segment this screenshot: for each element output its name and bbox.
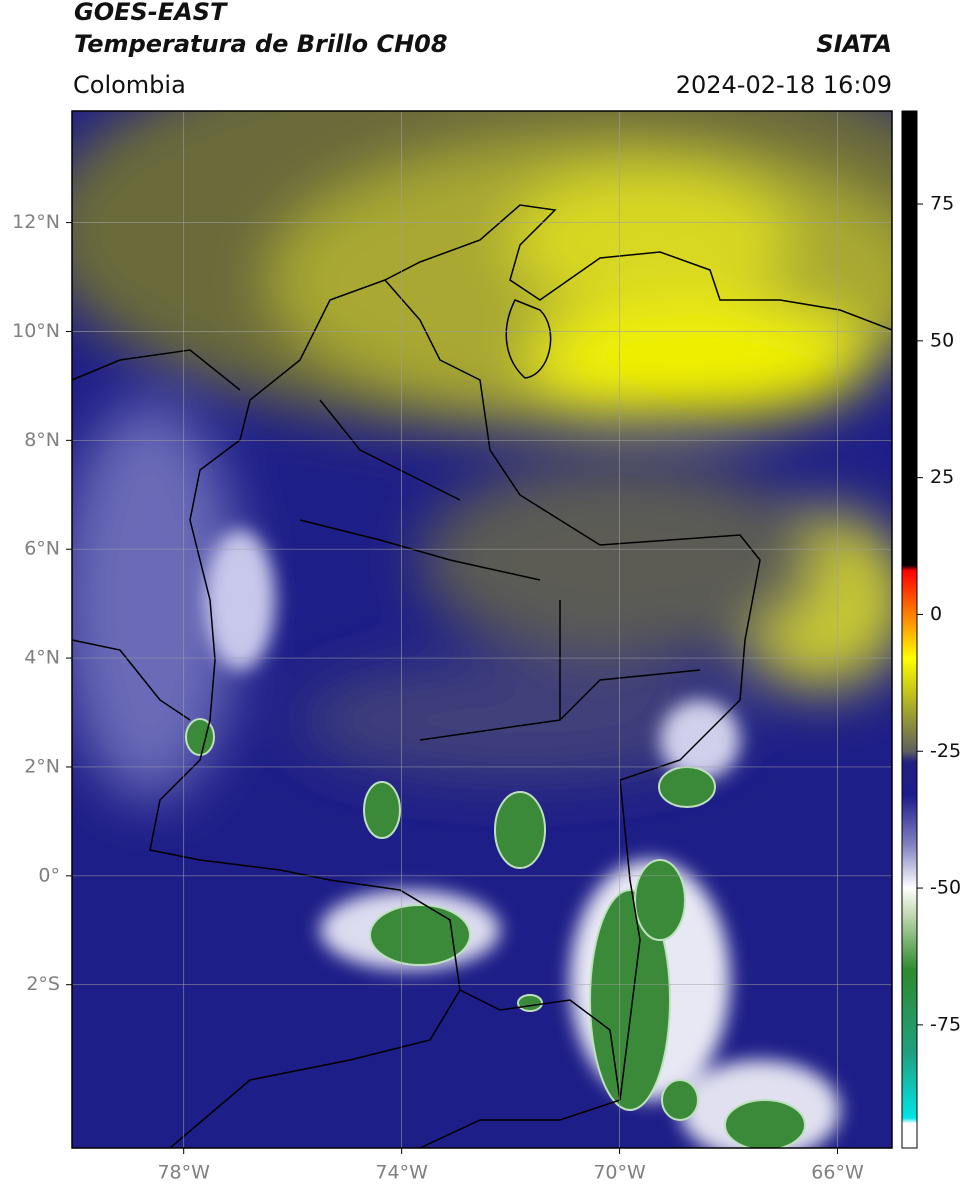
colorbar-tick-label: -25 (930, 740, 961, 762)
colorbar-tick-label: 0 (930, 603, 942, 625)
map-frame (71, 110, 893, 1149)
subtitle: Temperatura de Brillo CH08 (74, 30, 448, 58)
x-tick-label: 78°W (157, 1162, 210, 1184)
title: GOES-EAST (74, 0, 228, 26)
colorbar-tick-label: -75 (930, 1013, 961, 1035)
grid (72, 111, 892, 1148)
x-tick-label: 66°W (811, 1162, 864, 1184)
y-tick-label: 4°N (24, 647, 60, 669)
y-tick-label: 2°S (26, 973, 60, 995)
y-tick-label: 6°N (24, 538, 60, 560)
y-tick-label: 0° (38, 864, 60, 886)
colorbar-body (901, 110, 918, 1149)
x-tick-label: 74°W (375, 1162, 428, 1184)
region: Colombia (73, 71, 186, 99)
colorbar: 75 50 25 0 -25 -50 -75 (901, 110, 961, 1149)
colorbar-tick-label: 25 (930, 466, 954, 488)
colorbar-tick-label: 75 (930, 193, 954, 215)
colorbar-tick-label: -50 (930, 877, 961, 899)
y-tick-label: 2°N (24, 755, 60, 777)
source: SIATA (816, 30, 892, 58)
colorbar-tick-label: 50 (930, 329, 954, 351)
y-tick-label: 12°N (12, 211, 60, 233)
y-tick-label: 10°N (12, 320, 60, 342)
datetime: 2024-02-18 16:09 (676, 71, 892, 99)
x-tick-label: 70°W (593, 1162, 646, 1184)
satellite-image (72, 111, 892, 1148)
y-tick-label: 8°N (24, 429, 60, 451)
